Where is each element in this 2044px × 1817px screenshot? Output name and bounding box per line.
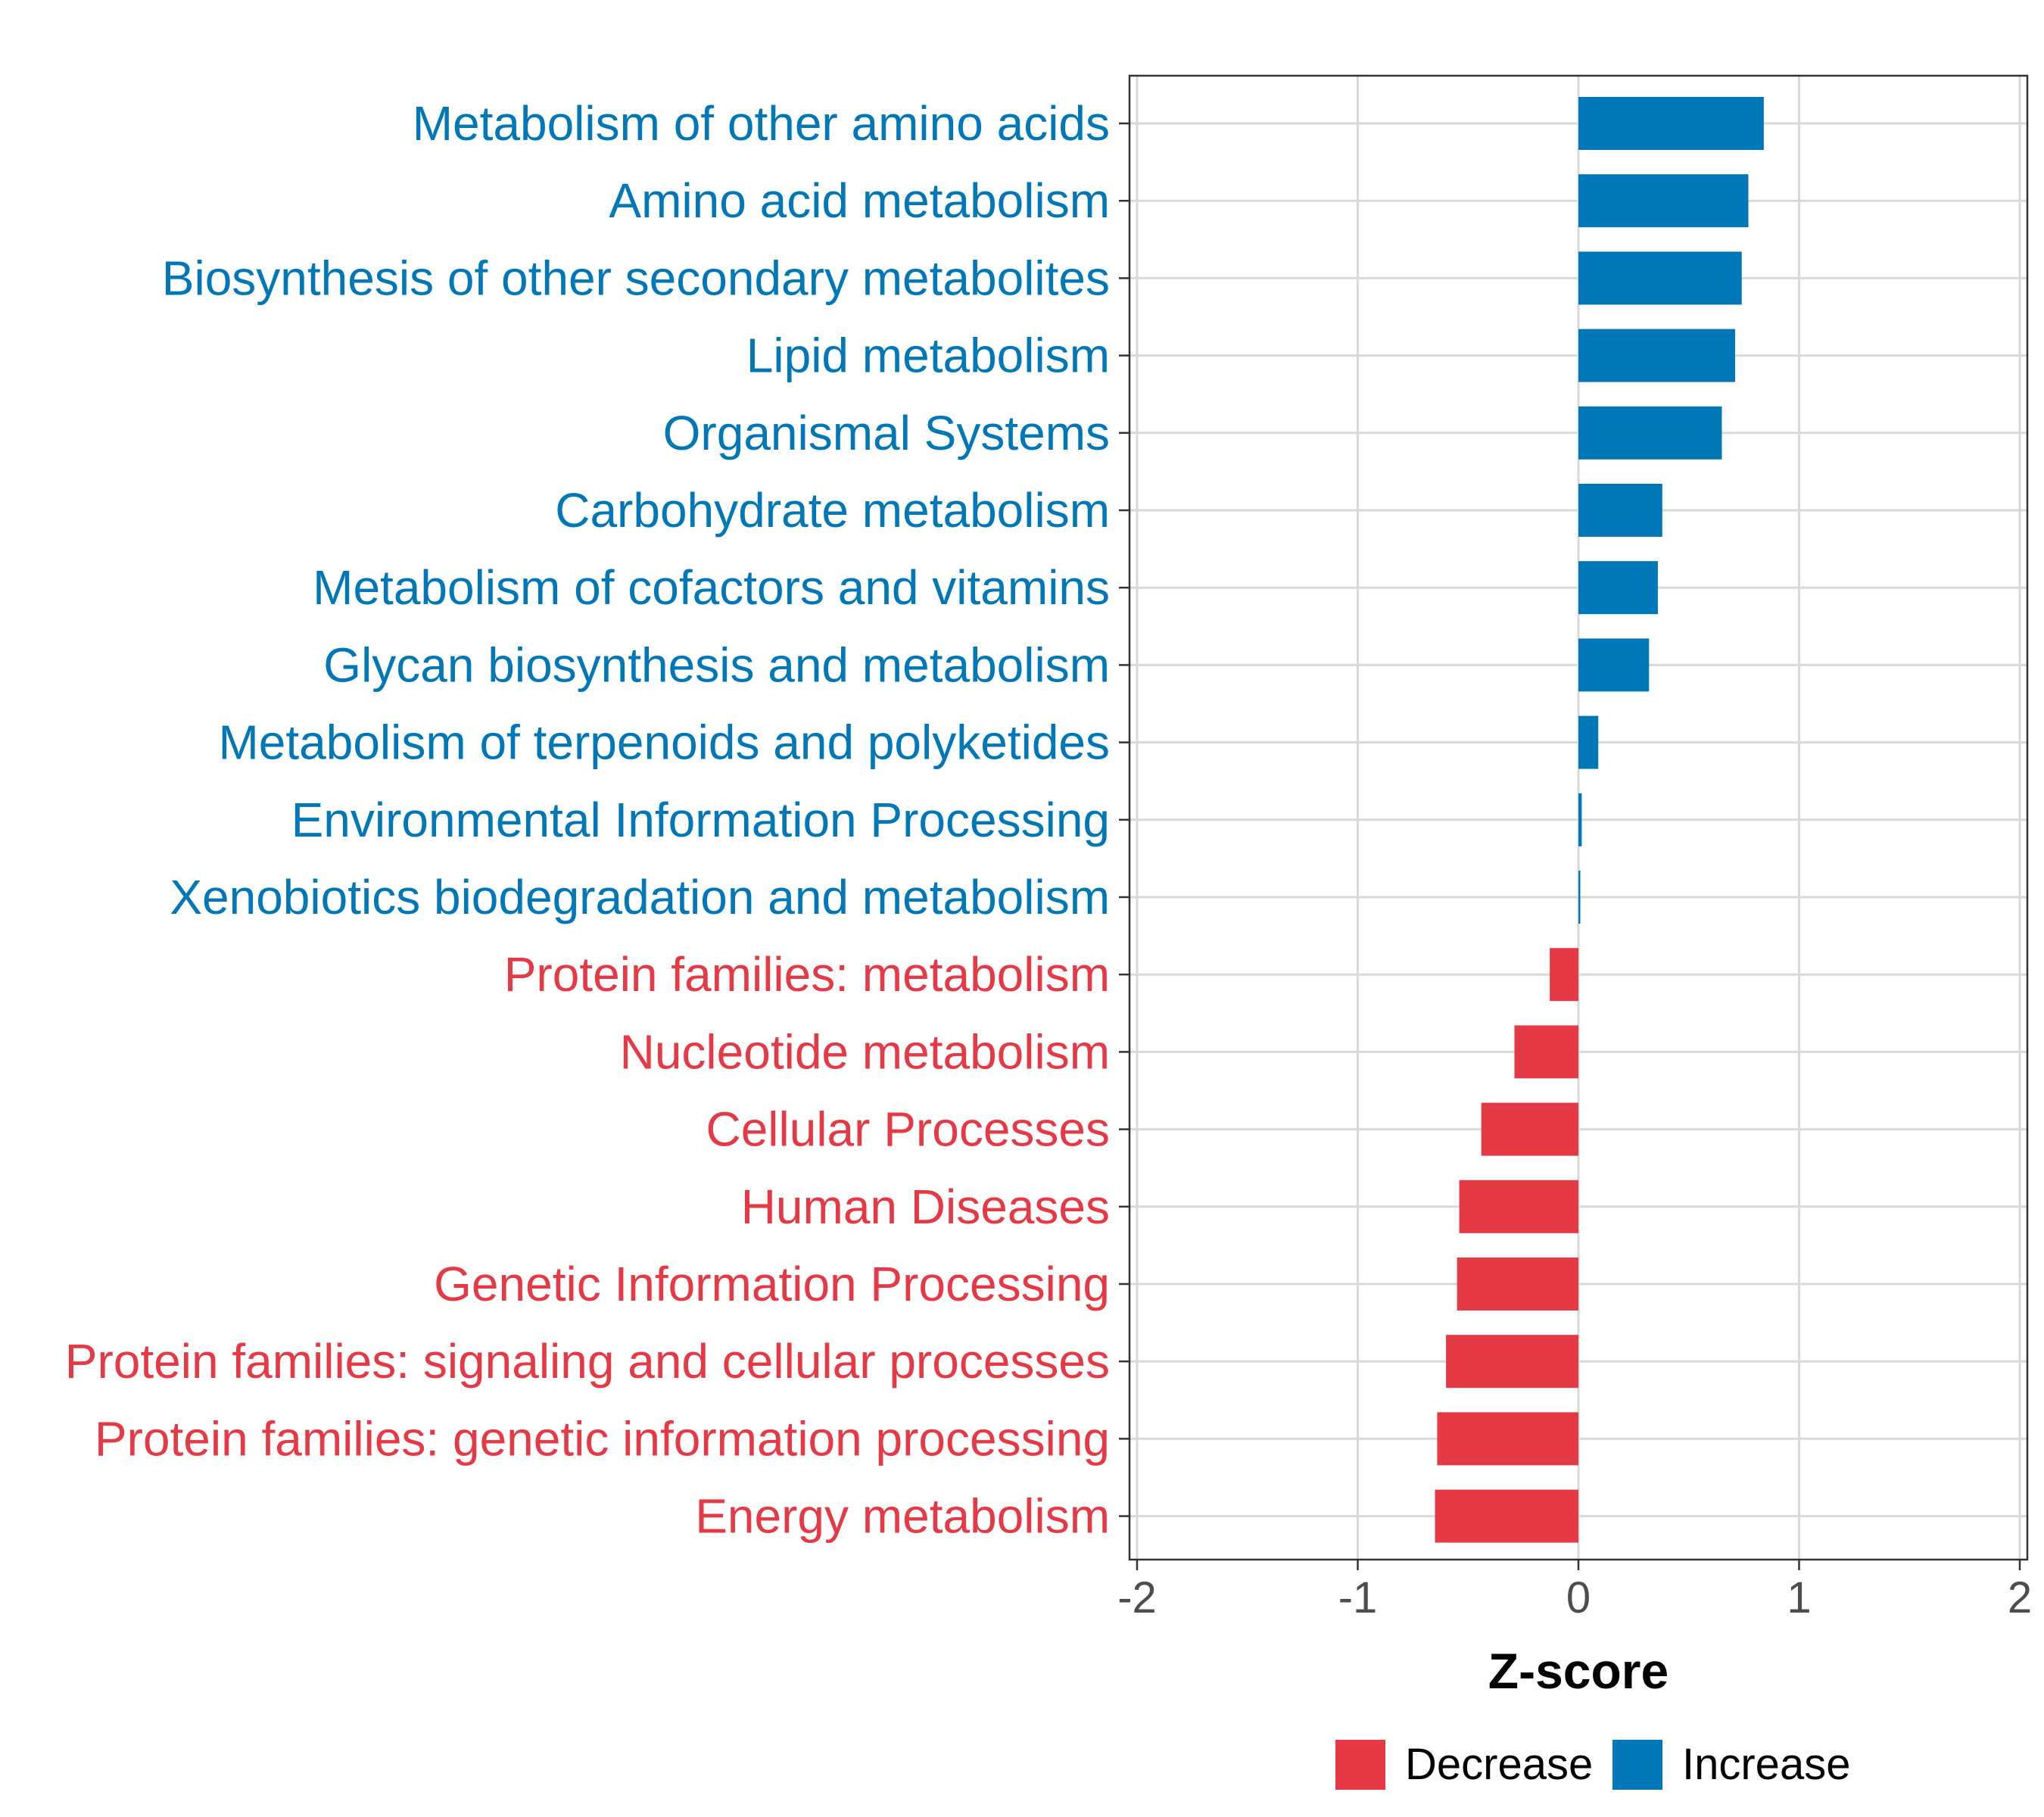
bar	[1578, 561, 1658, 615]
x-tick-label: 0	[1566, 1573, 1591, 1622]
bar	[1514, 1025, 1578, 1079]
y-category-label: Biosynthesis of other secondary metaboli…	[162, 251, 1110, 305]
legend-label: Increase	[1682, 1740, 1850, 1789]
y-axis-ticks	[1119, 122, 1129, 1517]
bar	[1457, 1258, 1578, 1311]
y-category-label: Protein families: genetic information pr…	[95, 1411, 1110, 1466]
bar	[1578, 406, 1722, 460]
y-category-label: Nucleotide metabolism	[620, 1024, 1110, 1079]
bar	[1578, 251, 1742, 305]
legend-swatch	[1335, 1740, 1385, 1790]
bar	[1459, 1180, 1578, 1233]
x-tick-label: -2	[1117, 1573, 1157, 1622]
y-category-label: Metabolism of cofactors and vitamins	[313, 560, 1110, 615]
bars	[1435, 97, 1764, 1543]
bar	[1578, 97, 1764, 150]
y-category-label: Cellular Processes	[706, 1102, 1110, 1157]
bar	[1446, 1335, 1578, 1388]
x-tick-label: -1	[1338, 1573, 1378, 1622]
bar	[1578, 871, 1581, 924]
legend-swatch	[1612, 1740, 1662, 1790]
x-tick-label: 1	[1787, 1573, 1811, 1622]
x-axis-title: Z-score	[1488, 1643, 1669, 1699]
bar	[1437, 1412, 1578, 1466]
y-category-label: Amino acid metabolism	[609, 173, 1110, 228]
y-category-label: Genetic Information Processing	[434, 1257, 1110, 1311]
x-tick-label: 2	[2008, 1573, 2032, 1622]
bar	[1550, 948, 1578, 1002]
y-category-label: Protein families: signaling and cellular…	[65, 1334, 1110, 1388]
y-category-label: Organismal Systems	[663, 406, 1110, 460]
y-category-label: Metabolism of terpenoids and polyketides	[218, 715, 1110, 770]
y-category-label: Xenobiotics biodegradation and metabolis…	[170, 870, 1110, 924]
bar	[1578, 174, 1749, 228]
y-axis-category-labels: Metabolism of other amino acids Amino aci…	[65, 96, 1110, 1544]
legend: Decrease Increase	[1335, 1740, 1850, 1790]
y-category-label: Carbohydrate metabolism	[555, 483, 1110, 538]
y-category-label: Metabolism of other amino acids	[413, 96, 1110, 151]
bar	[1578, 484, 1662, 537]
bar	[1435, 1489, 1578, 1543]
legend-label: Decrease	[1405, 1740, 1593, 1789]
bar	[1578, 715, 1599, 769]
y-category-label: Energy metabolism	[695, 1489, 1110, 1544]
y-category-label: Glycan biosynthesis and metabolism	[323, 637, 1110, 692]
bar	[1578, 638, 1650, 692]
bar	[1481, 1102, 1578, 1156]
y-category-label: Lipid metabolism	[746, 329, 1110, 383]
x-axis-ticks	[1136, 1560, 2021, 1570]
bar	[1578, 793, 1582, 846]
y-category-label: Protein families: metabolism	[504, 947, 1110, 1002]
y-category-label: Human Diseases	[741, 1180, 1110, 1234]
bar	[1578, 329, 1735, 382]
y-category-label: Environmental Information Processing	[291, 793, 1110, 847]
x-axis-tick-labels: -2 -1 0 1 2	[1117, 1573, 2032, 1622]
